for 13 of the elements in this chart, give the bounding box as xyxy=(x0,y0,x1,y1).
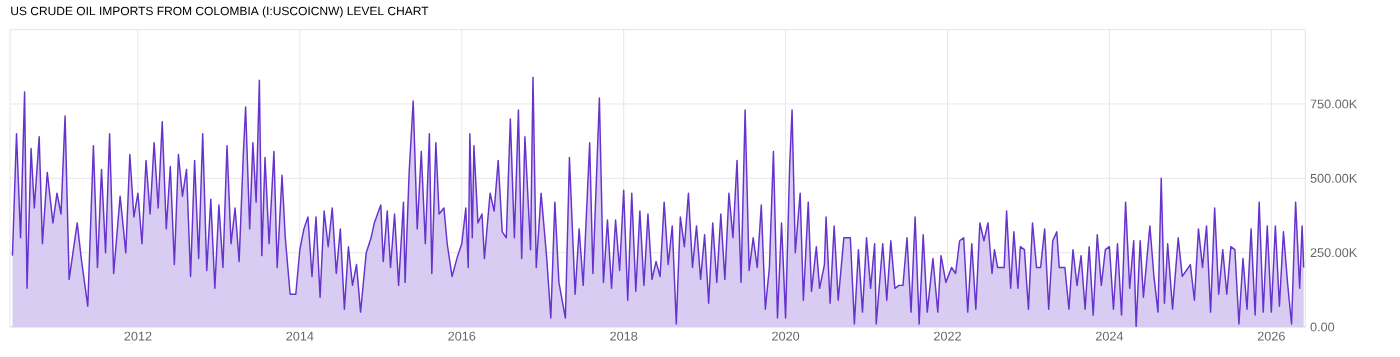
x-tick-label: 2016 xyxy=(448,331,476,341)
x-tick-label: 2020 xyxy=(772,331,800,341)
y-tick-label: 0.00 xyxy=(1310,322,1335,332)
x-tick-label: 2026 xyxy=(1257,331,1285,341)
x-tick-label: 2024 xyxy=(1095,331,1124,341)
y-tick-label: 500.00K xyxy=(1310,173,1358,183)
x-tick-label: 2012 xyxy=(124,331,152,341)
x-tick-label: 2018 xyxy=(610,331,638,341)
x-tick-label: 2022 xyxy=(934,331,961,341)
x-tick-label: 2014 xyxy=(286,331,314,341)
chart-title: US CRUDE OIL IMPORTS FROM COLOMBIA (I:USCOICNW) LEVEL CHART xyxy=(11,6,429,18)
y-tick-label: 750.00K xyxy=(1310,99,1358,109)
y-tick-label: 250.00K xyxy=(1310,248,1358,258)
